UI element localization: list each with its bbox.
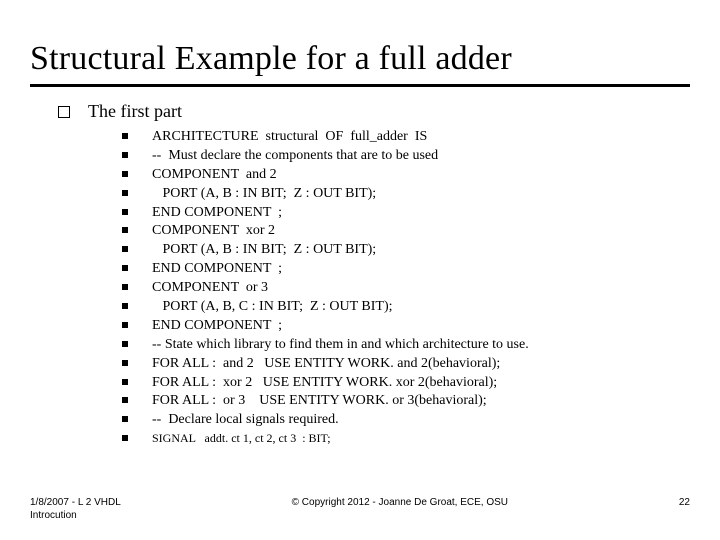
- code-line: -- Must declare the components that are …: [122, 147, 690, 166]
- solid-bullet-icon: [122, 397, 128, 403]
- solid-bullet-icon: [122, 190, 128, 196]
- code-list: ARCHITECTURE structural OF full_adder IS…: [122, 128, 690, 446]
- solid-bullet-icon: [122, 360, 128, 366]
- code-text: -- State which library to find them in a…: [152, 336, 529, 355]
- footer-left: 1/8/2007 - L 2 VHDL Introcution: [0, 497, 121, 522]
- solid-bullet-icon: [122, 209, 128, 215]
- code-line: FOR ALL : and 2 USE ENTITY WORK. and 2(b…: [122, 355, 690, 374]
- code-line: END COMPONENT ;: [122, 317, 690, 336]
- code-line: COMPONENT xor 2: [122, 222, 690, 241]
- code-text: SIGNAL addt. ct 1, ct 2, ct 3 : BIT;: [152, 430, 331, 446]
- code-text: END COMPONENT ;: [152, 317, 282, 336]
- solid-bullet-icon: [122, 265, 128, 271]
- hollow-bullet-icon: [58, 106, 70, 118]
- code-text: FOR ALL : xor 2 USE ENTITY WORK. xor 2(b…: [152, 374, 497, 393]
- footer: 1/8/2007 - L 2 VHDL Introcution © Copyri…: [0, 497, 720, 522]
- code-line: -- State which library to find them in a…: [122, 336, 690, 355]
- code-text: FOR ALL : or 3 USE ENTITY WORK. or 3(beh…: [152, 392, 487, 411]
- page-title: Structural Example for a full adder: [30, 40, 690, 87]
- solid-bullet-icon: [122, 303, 128, 309]
- code-text: FOR ALL : and 2 USE ENTITY WORK. and 2(b…: [152, 355, 500, 374]
- code-line: COMPONENT or 3: [122, 279, 690, 298]
- solid-bullet-icon: [122, 435, 128, 441]
- solid-bullet-icon: [122, 133, 128, 139]
- code-line: END COMPONENT ;: [122, 204, 690, 223]
- footer-date: 1/8/2007 - L 2 VHDL: [30, 497, 121, 510]
- code-text: -- Must declare the components that are …: [152, 147, 438, 166]
- solid-bullet-icon: [122, 416, 128, 422]
- solid-bullet-icon: [122, 246, 128, 252]
- solid-bullet-icon: [122, 341, 128, 347]
- code-text: PORT (A, B, C : IN BIT; Z : OUT BIT);: [152, 298, 393, 317]
- code-line: END COMPONENT ;: [122, 260, 690, 279]
- code-line: PORT (A, B : IN BIT; Z : OUT BIT);: [122, 185, 690, 204]
- code-text: END COMPONENT ;: [152, 260, 282, 279]
- code-line: -- Declare local signals required.: [122, 411, 690, 430]
- solid-bullet-icon: [122, 322, 128, 328]
- code-text: ARCHITECTURE structural OF full_adder IS: [152, 128, 427, 147]
- code-line: FOR ALL : xor 2 USE ENTITY WORK. xor 2(b…: [122, 374, 690, 393]
- code-text: PORT (A, B : IN BIT; Z : OUT BIT);: [152, 185, 376, 204]
- code-text: COMPONENT or 3: [152, 279, 268, 298]
- subheading-text: The first part: [88, 101, 182, 122]
- solid-bullet-icon: [122, 284, 128, 290]
- slide: Structural Example for a full adder The …: [0, 0, 720, 540]
- solid-bullet-icon: [122, 152, 128, 158]
- code-text: -- Declare local signals required.: [152, 411, 339, 430]
- code-line: PORT (A, B, C : IN BIT; Z : OUT BIT);: [122, 298, 690, 317]
- code-line: COMPONENT and 2: [122, 166, 690, 185]
- code-line: SIGNAL addt. ct 1, ct 2, ct 3 : BIT;: [122, 430, 690, 446]
- code-text: PORT (A, B : IN BIT; Z : OUT BIT);: [152, 241, 376, 260]
- code-line: FOR ALL : or 3 USE ENTITY WORK. or 3(beh…: [122, 392, 690, 411]
- footer-center: © Copyright 2012 - Joanne De Groat, ECE,…: [121, 497, 679, 508]
- code-line: PORT (A, B : IN BIT; Z : OUT BIT);: [122, 241, 690, 260]
- code-text: COMPONENT xor 2: [152, 222, 275, 241]
- solid-bullet-icon: [122, 379, 128, 385]
- footer-page-number: 22: [679, 497, 720, 508]
- footer-subtitle: Introcution: [30, 510, 121, 523]
- code-text: COMPONENT and 2: [152, 166, 277, 185]
- code-line: ARCHITECTURE structural OF full_adder IS: [122, 128, 690, 147]
- subheading-row: The first part: [58, 101, 690, 122]
- solid-bullet-icon: [122, 227, 128, 233]
- code-text: END COMPONENT ;: [152, 204, 282, 223]
- solid-bullet-icon: [122, 171, 128, 177]
